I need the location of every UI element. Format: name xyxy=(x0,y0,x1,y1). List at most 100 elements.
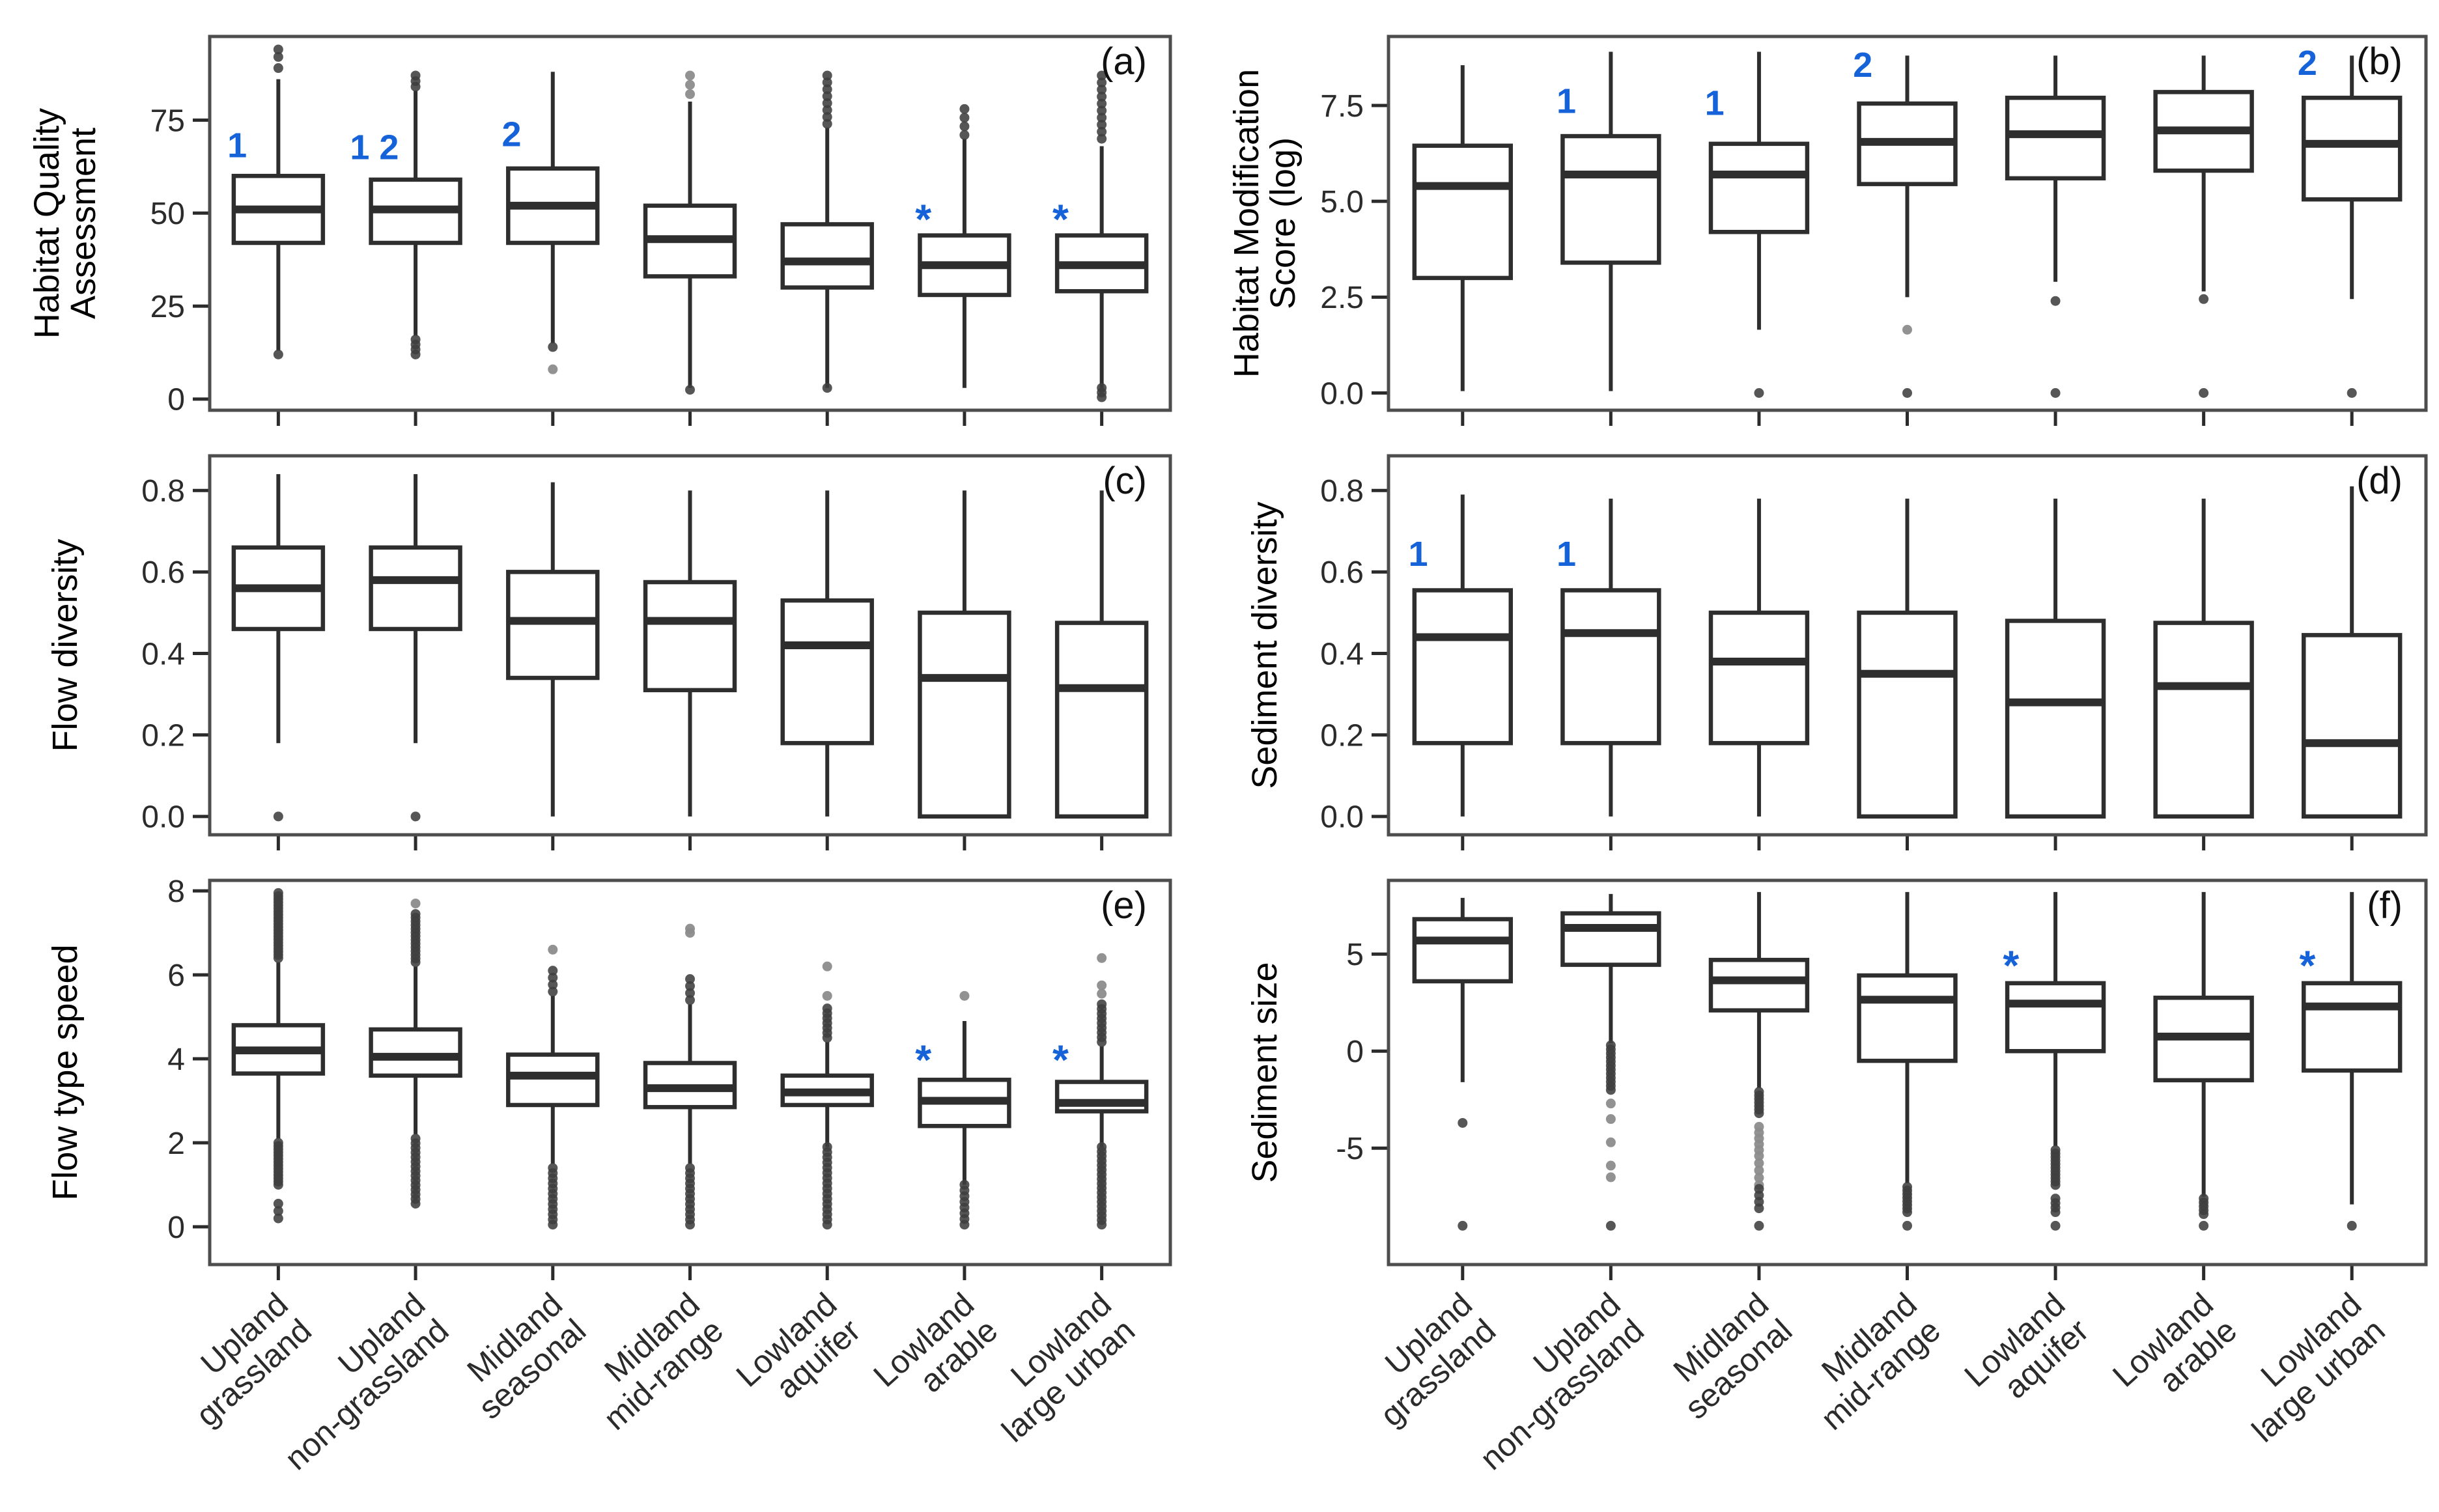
outlier-dot xyxy=(1605,1040,1616,1050)
outlier-dot xyxy=(1605,1220,1616,1231)
outlier-dot xyxy=(1754,1158,1764,1168)
y-tick-label: 75 xyxy=(150,104,185,138)
box-iqr xyxy=(1560,133,1661,265)
category-label: Uplandgrassland xyxy=(1350,1286,1503,1434)
outlier-dot xyxy=(822,91,832,102)
panel-border xyxy=(1387,454,2428,837)
outlier-dot xyxy=(685,385,695,395)
outlier-dot xyxy=(2050,1220,2061,1231)
outlier-dot xyxy=(1097,1141,1107,1152)
outlier-dot xyxy=(959,113,970,123)
boxplot-svg-d: 0.0 0.2 0.4 0.6 0.8 Sediment diversity 1 1 (d) xyxy=(1245,454,2428,850)
outlier-dot xyxy=(1097,126,1107,137)
significance-annotation: 2 xyxy=(502,115,522,154)
outlier-dot xyxy=(1097,85,1107,95)
outlier-dot xyxy=(273,44,283,55)
outlier-dot xyxy=(959,130,970,140)
significance-annotation: * xyxy=(915,1036,931,1083)
outlier-dot xyxy=(1605,1172,1616,1183)
outlier-dot xyxy=(1754,388,1764,399)
outlier-dot xyxy=(822,77,832,88)
outlier-dot xyxy=(548,1163,558,1173)
panel-border xyxy=(208,35,1172,412)
outlier-dot xyxy=(822,98,832,108)
category-label: Lowlandarable xyxy=(2106,1286,2244,1420)
category-labels-svg: Uplandgrassland Uplandnon-grassland Midlan… xyxy=(1350,1286,2392,1477)
panel-flow-diversity: 0.0 0.2 0.4 0.6 0.8 Flow diversity (c) xyxy=(0,428,1218,852)
panel-letter: (c) xyxy=(1103,460,1147,502)
panel-letter: (a) xyxy=(1101,40,1147,83)
panel-sediment-size: -5 0 5 Sediment size * * (f) xyxy=(1218,852,2439,1281)
outlier-dot xyxy=(1097,953,1107,963)
outlier-dot xyxy=(1754,1165,1764,1175)
significance-annotation: 1 xyxy=(1557,82,1576,121)
y-axis-title: Flow diversity xyxy=(46,539,85,751)
outlier-dot xyxy=(685,974,695,985)
significance-annotation: * xyxy=(915,196,931,243)
box-iqr xyxy=(1857,973,1958,1063)
outlier-dot xyxy=(1097,105,1107,116)
y-tick-label: 25 xyxy=(150,290,185,324)
outlier-dot xyxy=(1902,324,1912,335)
outlier-dot xyxy=(1754,1173,1764,1183)
outlier-dot xyxy=(410,70,421,81)
outlier-dot xyxy=(2199,1194,2209,1204)
outlier-dot xyxy=(1605,1160,1616,1171)
box-iqr xyxy=(780,598,874,746)
outlier-dot xyxy=(1754,1151,1764,1161)
box-iqr xyxy=(1708,141,1810,234)
box-iqr xyxy=(918,610,1011,819)
y-tick-label: 0.8 xyxy=(141,474,185,509)
y-tick-label: 0.6 xyxy=(1320,555,1364,590)
outlier-dot xyxy=(2199,294,2209,304)
outlier-dot xyxy=(548,972,558,983)
panel-border xyxy=(1387,35,2428,412)
panel-letter: (b) xyxy=(2356,40,2403,83)
outlier-dot xyxy=(548,944,558,955)
box-iqr xyxy=(506,570,600,680)
y-axis-title: Sediment diversity xyxy=(1245,501,1284,789)
outlier-dot xyxy=(410,909,421,919)
outlier-dot xyxy=(1754,1184,1764,1194)
outlier-dot xyxy=(959,1179,970,1190)
category-label: Lowlandaquifer xyxy=(729,1286,867,1420)
panel-letter: (d) xyxy=(2356,460,2403,502)
y-tick-label: -5 xyxy=(1336,1132,1364,1166)
boxplot-svg-e: 0 2 4 6 8 Flow type speed * * (e) xyxy=(46,875,1172,1280)
significance-annotation: * xyxy=(2299,942,2315,989)
outlier-dot xyxy=(1754,1121,1764,1132)
outlier-dot xyxy=(548,979,558,990)
outlier-dot xyxy=(959,121,970,132)
box-iqr xyxy=(2302,95,2403,202)
y-tick-label: 8 xyxy=(167,875,185,909)
outlier-dot xyxy=(822,1003,832,1014)
outlier-dot xyxy=(1097,70,1107,81)
box-iqr xyxy=(369,545,462,632)
outlier-dot xyxy=(410,811,421,822)
y-axis-title: Habitat ModificationScore (log) xyxy=(1227,69,1303,378)
outlier-dot xyxy=(685,89,695,100)
y-tick-label: 5 xyxy=(1346,938,1364,972)
outlier-dot xyxy=(1097,988,1107,999)
boxplot-svg-f: -5 0 5 Sediment size * * (f) xyxy=(1245,878,2428,1280)
outlier-dot xyxy=(822,112,832,122)
box-iqr xyxy=(1708,957,1810,1013)
y-tick-label: 0 xyxy=(167,1211,185,1245)
outlier-dot xyxy=(2347,1220,2357,1231)
y-tick-label: 0.0 xyxy=(1320,376,1364,411)
outlier-dot xyxy=(410,898,421,908)
box-iqr xyxy=(1708,610,1810,746)
outlier-dot xyxy=(685,923,695,934)
outlier-dot xyxy=(1097,91,1107,102)
boxplot-svg-b: 0.0 2.5 5.0 7.5 Habitat ModificationScore (l… xyxy=(1227,35,2428,426)
outlier-dot xyxy=(273,1206,283,1216)
box-iqr xyxy=(780,222,874,290)
outlier-dot xyxy=(1458,1220,1468,1231)
outlier-dot xyxy=(685,988,695,998)
outlier-dot xyxy=(1097,119,1107,130)
panel-border xyxy=(208,454,1172,837)
outlier-dot xyxy=(410,334,421,344)
outlier-dot xyxy=(1097,113,1107,123)
outlier-dot xyxy=(1097,77,1107,88)
outlier-dot xyxy=(959,104,970,114)
